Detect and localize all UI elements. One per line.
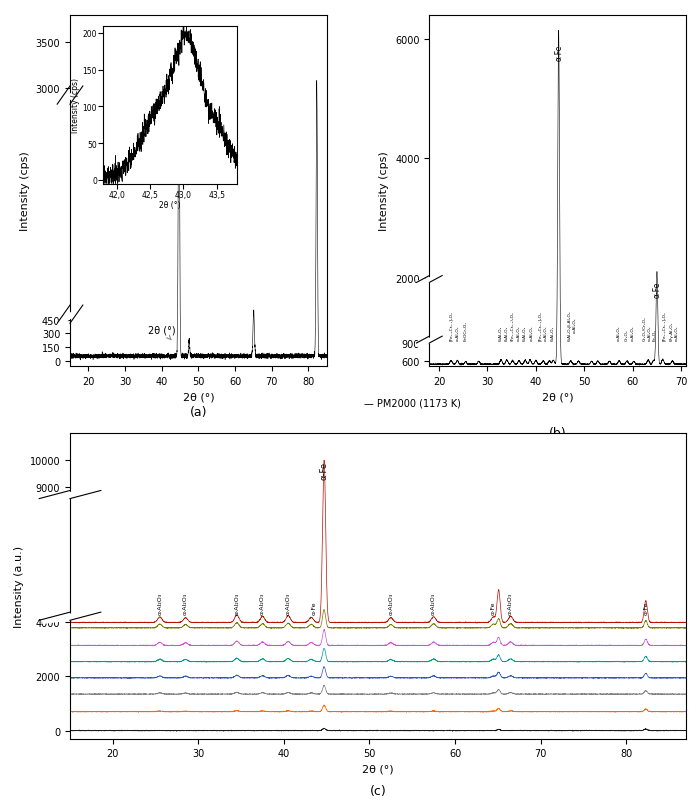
Text: α-Fe: α-Fe [643,601,648,614]
Text: [Fe₀.₆Cr₀.₄]₂O₃: [Fe₀.₆Cr₀.₄]₂O₃ [662,311,666,340]
X-axis label: 2θ (°): 2θ (°) [542,392,573,402]
Text: α-Al₂O₃: α-Al₂O₃ [389,593,393,614]
Text: (c): (c) [370,784,386,797]
Text: [Fe₀.₆Cr₀.₄]₂O₃: [Fe₀.₆Cr₀.₄]₂O₃ [538,311,542,340]
Y-axis label: Intensity (cps): Intensity (cps) [20,152,30,231]
Text: θ-Al₂O₃: θ-Al₂O₃ [551,325,555,340]
Text: α-Fe: α-Fe [312,601,316,614]
Text: α-Al₂O₃: α-Al₂O₃ [183,593,188,614]
Text: α-Al₂O₃: α-Al₂O₃ [508,593,513,614]
Text: α-Al₂O₃: α-Al₂O₃ [530,325,534,340]
Text: Cr₂O₃: Cr₂O₃ [625,329,629,340]
Text: α-Fe: α-Fe [491,601,496,614]
Text: θ-Al₂O₃: θ-Al₂O₃ [499,325,503,340]
Text: α-Fe: α-Fe [320,462,328,479]
Text: δ-Al₂O₃: δ-Al₂O₃ [505,325,509,340]
Text: α-Al₂O₃: α-Al₂O₃ [631,325,635,340]
Text: α-Al₂O₃: α-Al₂O₃ [286,593,290,614]
Text: α-Al₂O₃: α-Al₂O₃ [674,325,678,340]
X-axis label: 2θ (°): 2θ (°) [183,392,214,402]
Text: θ-Al₂O₃: θ-Al₂O₃ [523,325,527,340]
Text: α-Al₂O₃: α-Al₂O₃ [517,325,521,340]
Text: α-Al₂O₃: α-Al₂O₃ [260,593,265,614]
Text: θ/γ-Al₂O₃: θ/γ-Al₂O₃ [669,321,673,340]
Text: (Fe₀.₆Cr₀.₄)₂O₃: (Fe₀.₆Cr₀.₄)₂O₃ [510,311,514,340]
Text: (b): (b) [549,426,566,439]
Text: θ-Al₂O₃β-Al₂O₃
α-Al₂O₃: θ-Al₂O₃β-Al₂O₃ α-Al₂O₃ [568,310,577,340]
Text: α-Fe: α-Fe [554,44,563,61]
Text: α-Al₂O₃: α-Al₂O₃ [456,325,459,340]
Text: FeOCr₂O₃: FeOCr₂O₃ [463,320,468,340]
Text: α-Fe: α-Fe [652,281,662,297]
Text: α-Al₂O₃: α-Al₂O₃ [648,325,652,340]
Text: α-Al₂O₃: α-Al₂O₃ [431,593,436,614]
Y-axis label: Intensity (a.u.): Intensity (a.u.) [14,545,24,627]
X-axis label: 2θ (°): 2θ (°) [362,764,394,774]
Y-axis label: Intensity (cps): Intensity (cps) [379,152,389,231]
Text: α-Al₂O₃: α-Al₂O₃ [158,593,162,614]
Text: 2θ (°): 2θ (°) [148,325,176,340]
Text: — PM2000 (1173 K): — PM2000 (1173 K) [364,398,461,408]
Text: Fe₂O₃: Fe₂O₃ [652,328,657,340]
Text: [Fe₀.₆Cr₀.₄]₂O₃: [Fe₀.₆Cr₀.₄]₂O₃ [449,311,453,340]
Text: α-Al₂O₃: α-Al₂O₃ [234,593,239,614]
Text: α-Al₂O₃: α-Al₂O₃ [544,325,547,340]
Text: α-Al₂O₃: α-Al₂O₃ [617,325,621,340]
Text: (a): (a) [190,406,207,418]
Text: Cr₂O₃/Cr₂O₃: Cr₂O₃/Cr₂O₃ [643,316,647,340]
